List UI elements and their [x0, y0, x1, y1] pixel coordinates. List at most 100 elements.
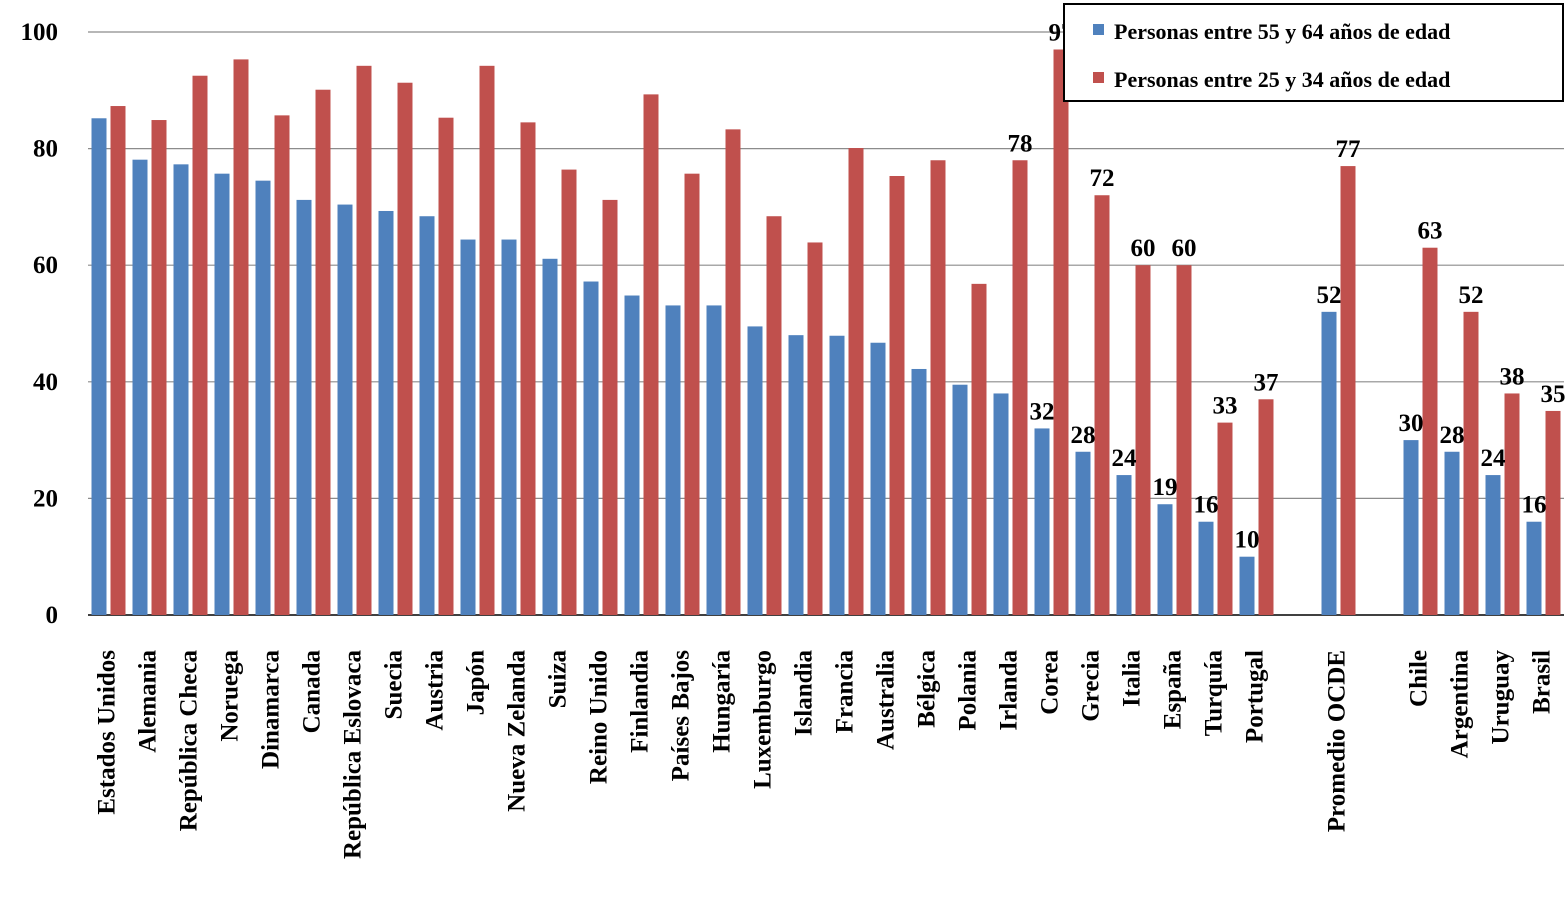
data-label: 30 [1399, 410, 1424, 437]
x-category-label: República Eslovaca [340, 650, 367, 860]
bar-55-64 [132, 159, 148, 615]
bar-25-34 [1545, 410, 1561, 615]
x-category-label: Grecia [1078, 650, 1105, 722]
bar-25-34 [1422, 247, 1438, 615]
x-category-label: Japón [463, 650, 490, 715]
bar-55-64 [1034, 428, 1050, 615]
x-category-label: Turquía [1201, 650, 1228, 737]
bar-55-64 [1485, 475, 1501, 615]
bar-55-64 [706, 305, 722, 615]
bar-55-64 [1444, 451, 1460, 615]
x-category-label: Francia [832, 650, 859, 734]
x-category-label: Canada [299, 650, 326, 734]
y-tick-label: 20 [33, 485, 58, 512]
bar-25-34 [110, 106, 126, 615]
bar-25-34 [766, 216, 782, 615]
bar-25-34 [1135, 265, 1151, 615]
bar-25-34 [930, 160, 946, 615]
bar-25-34 [1053, 49, 1069, 616]
x-category-label: Australia [873, 650, 900, 751]
bar-25-34 [1340, 166, 1356, 615]
data-label: 35 [1541, 381, 1566, 408]
bar-55-64 [1116, 475, 1132, 615]
data-label: 78 [1008, 130, 1033, 157]
bar-55-64 [419, 216, 435, 615]
x-category-label: España [1160, 650, 1187, 730]
x-category-label: Corea [1037, 650, 1064, 715]
bar-55-64 [255, 180, 271, 616]
bar-55-64 [583, 281, 599, 615]
bar-25-34 [1217, 422, 1233, 615]
bar-55-64 [747, 326, 763, 615]
y-tick-label: 100 [21, 19, 59, 46]
x-category-label: Islandia [791, 650, 818, 737]
y-tick-label: 0 [46, 602, 59, 629]
data-label: 60 [1131, 235, 1156, 262]
x-category-label: Estados Unidos [94, 650, 121, 815]
x-category-label: Portugal [1242, 650, 1269, 743]
x-axis-categories: Estados Unidos Alemania República Checa Nor… [94, 650, 1556, 860]
bar-55-64 [624, 295, 640, 615]
x-category-label: Polania [955, 650, 982, 731]
data-label: 16 [1522, 492, 1547, 519]
x-category-label: Bélgica [914, 650, 941, 728]
y-axis-ticks: 0 20 40 60 80 100 [21, 19, 59, 629]
bar-25-34 [971, 283, 987, 615]
data-label: 16 [1194, 492, 1219, 519]
data-label: 28 [1440, 422, 1465, 449]
x-category-label: Austria [422, 650, 449, 731]
x-category-label: Uruguay [1488, 650, 1515, 745]
y-tick-label: 40 [33, 369, 58, 396]
gridlines [88, 31, 1564, 616]
bar-25-34 [1094, 195, 1110, 616]
bar-25-34 [192, 75, 208, 616]
bar-55-64 [1075, 451, 1091, 615]
legend-swatch-55-64 [1093, 24, 1104, 35]
data-label: 28 [1071, 422, 1096, 449]
bar-25-34 [397, 82, 413, 615]
x-category-label: Hungaría [709, 650, 736, 753]
x-category-label: República Checa [176, 650, 203, 832]
y-tick-label: 80 [33, 136, 58, 163]
bar-55-64 [173, 164, 189, 615]
bar-25-34 [1463, 311, 1479, 615]
x-category-label: Suecia [381, 650, 408, 720]
bar-55-64 [460, 239, 476, 615]
x-category-label: Brasil [1529, 650, 1556, 714]
bar-25-34 [1176, 265, 1192, 615]
bar-25-34 [561, 169, 577, 615]
x-category-label: Suiza [545, 650, 572, 709]
data-label: 33 [1213, 393, 1238, 420]
bar-25-34 [233, 59, 249, 615]
bar-25-34 [274, 115, 290, 615]
legend-box [1063, 3, 1564, 102]
x-category-label: Chile [1406, 650, 1433, 707]
bar-25-34 [315, 89, 331, 616]
bar-25-34 [1012, 160, 1028, 615]
y-tick-label: 60 [33, 252, 58, 279]
bar-25-34 [643, 94, 659, 616]
x-category-label: Irlanda [996, 650, 1023, 731]
data-label: 37 [1254, 369, 1279, 396]
data-label: 77 [1336, 136, 1361, 163]
legend: Personas entre 55 y 64 años de edad Pers… [1063, 3, 1564, 102]
bar-25-34 [807, 242, 823, 615]
bar-25-34 [602, 199, 618, 616]
bar-25-34 [725, 129, 741, 615]
x-category-label: Argentina [1447, 650, 1474, 759]
bar-55-64 [378, 210, 394, 615]
bar-55-64 [665, 305, 681, 615]
legend-swatch-25-34 [1093, 72, 1104, 83]
legend-label-55-64: Personas entre 55 y 64 años de edad [1114, 19, 1450, 44]
x-category-label: Dinamarca [258, 650, 285, 769]
x-category-label: Países Bajos [668, 650, 695, 782]
bar-25-34 [151, 120, 167, 616]
bar-25-34 [848, 148, 864, 615]
data-label: 24 [1481, 445, 1507, 472]
bar-25-34 [438, 117, 454, 616]
x-category-label: Italia [1119, 650, 1146, 707]
bar-55-64 [296, 199, 312, 616]
bar-55-64 [214, 173, 230, 615]
bar-25-34 [684, 173, 700, 615]
